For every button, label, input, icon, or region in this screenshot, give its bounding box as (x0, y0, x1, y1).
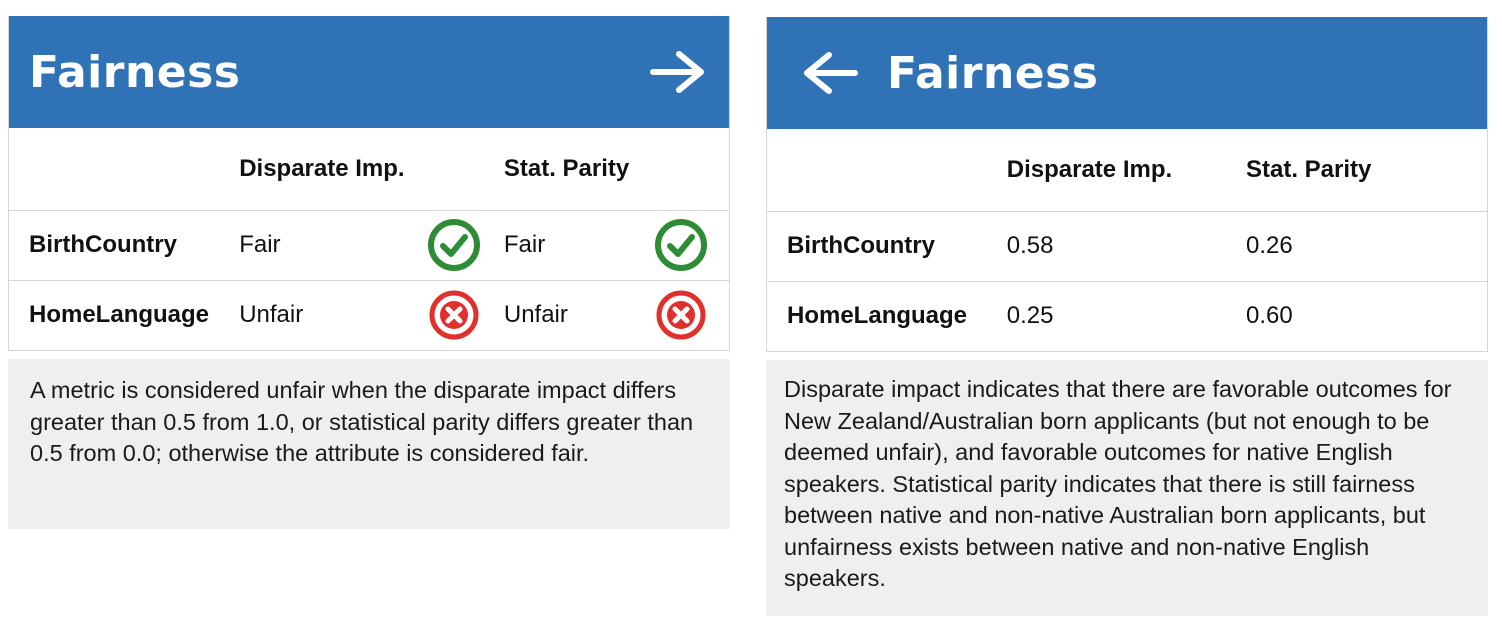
fairness-values-table: Disparate Imp. Stat. Parity BirthCountry… (767, 129, 1487, 351)
back-button[interactable] (801, 51, 859, 95)
fairness-table: Disparate Imp. Stat. Parity BirthCountry… (9, 128, 729, 350)
table-header-row: Disparate Imp. Stat. Parity (767, 129, 1487, 211)
table-row: BirthCountry Fair Fair (9, 210, 729, 280)
statistical-parity-status: Unfair (503, 301, 568, 329)
table-header-row: Disparate Imp. Stat. Parity (9, 128, 729, 210)
row-label: BirthCountry (29, 231, 177, 258)
fairness-card-summary: Fairness Disparate Imp. Stat. Parity (8, 16, 730, 529)
fairness-interpretation-note: Disparate impact indicates that there ar… (766, 360, 1488, 616)
statistical-parity-status: Fair (503, 231, 546, 258)
check-circle-icon (654, 219, 707, 271)
column-header-disparate-impact: Disparate Imp. (1006, 155, 1173, 183)
row-label: HomeLanguage (29, 301, 210, 329)
card-title: Fairness (29, 46, 241, 98)
x-circle-icon (429, 290, 479, 340)
table-row: HomeLanguage Unfair Unfair (9, 280, 729, 350)
fairness-card-detail: Fairness Disparate Imp. Stat. Parity Bir… (766, 17, 1488, 616)
fairness-explanation-note: A metric is considered unfair when the d… (8, 359, 730, 529)
disparate-impact-status: Fair (239, 231, 281, 258)
disparate-impact-value: 0.25 (1006, 302, 1054, 330)
next-button[interactable] (649, 50, 707, 94)
column-header-attribute (9, 128, 239, 210)
column-header-disparate-impact: Disparate Imp. (239, 154, 405, 182)
arrow-right-icon (650, 51, 704, 93)
column-header-statistical-parity: Stat. Parity (1246, 155, 1372, 183)
column-header-statistical-parity: Stat. Parity (503, 154, 630, 182)
row-label: HomeLanguage (787, 302, 968, 330)
card-title: Fairness (887, 47, 1099, 99)
disparate-impact-value: 0.58 (1006, 232, 1054, 259)
card-header: Fairness (9, 16, 729, 128)
card-header: Fairness (767, 17, 1487, 129)
check-circle-icon (428, 219, 481, 271)
disparate-impact-status: Unfair (239, 301, 304, 329)
column-header-attribute (767, 129, 1007, 211)
table-row: BirthCountry 0.58 0.26 (767, 211, 1487, 281)
row-label: BirthCountry (787, 232, 935, 259)
arrow-left-icon (804, 52, 858, 94)
x-circle-icon (656, 290, 706, 340)
table-row: HomeLanguage 0.25 0.60 (767, 281, 1487, 351)
statistical-parity-value: 0.26 (1246, 232, 1293, 259)
statistical-parity-value: 0.60 (1246, 302, 1293, 330)
